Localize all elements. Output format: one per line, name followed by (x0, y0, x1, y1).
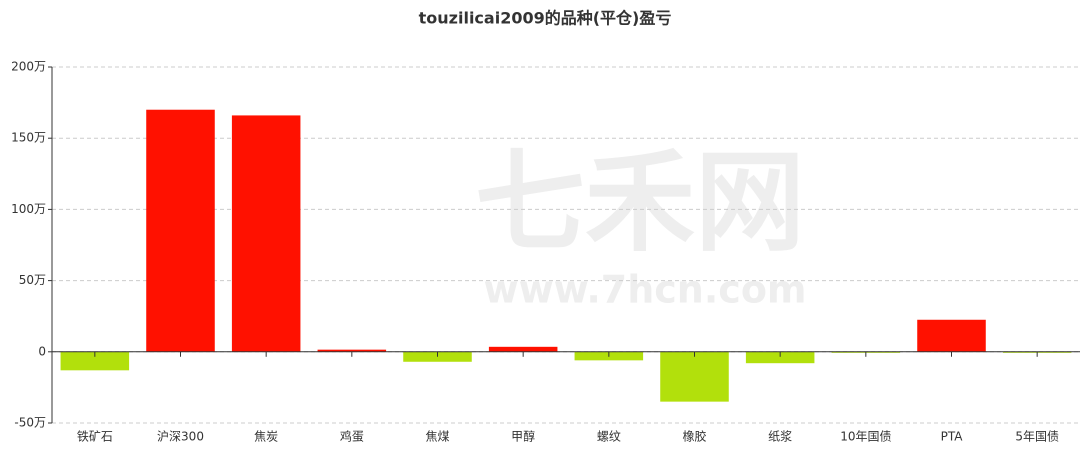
x-tick-label: 焦炭 (254, 430, 278, 444)
bar (488, 346, 558, 352)
bar (231, 115, 301, 352)
bar (660, 351, 729, 402)
bar (60, 351, 130, 371)
y-tick-label: 150万 (11, 131, 46, 145)
x-tick-label: PTA (941, 430, 964, 444)
watermark-url: www.7hcn.com (483, 268, 806, 312)
x-tick-label: 10年国债 (840, 430, 891, 444)
x-tick-label: 沪深300 (157, 430, 204, 444)
x-tick-label: 焦煤 (425, 430, 449, 444)
y-tick-label: 100万 (11, 202, 46, 216)
y-tick-label: 200万 (11, 60, 46, 74)
x-tick-label: 鸡蛋 (340, 429, 364, 444)
bar (745, 351, 815, 364)
bar (917, 319, 986, 352)
y-tick-label: 50万 (19, 273, 46, 287)
x-tick-label: 橡胶 (682, 429, 706, 444)
x-tick-label: 5年国债 (1015, 430, 1059, 444)
chart-title: touzilicai2009的品种(平仓)盈亏 (419, 9, 672, 28)
x-tick-label: 铁矿石 (77, 430, 113, 444)
y-tick-label: 0 (38, 344, 46, 358)
bar (317, 349, 387, 352)
watermark: 七禾网 (475, 138, 805, 266)
x-tick-label: 纸浆 (768, 429, 792, 444)
y-tick-label: -50万 (14, 416, 46, 430)
x-tick-label: 螺纹 (597, 430, 621, 444)
bar (146, 109, 215, 352)
x-tick-label: 甲醇 (511, 429, 535, 444)
